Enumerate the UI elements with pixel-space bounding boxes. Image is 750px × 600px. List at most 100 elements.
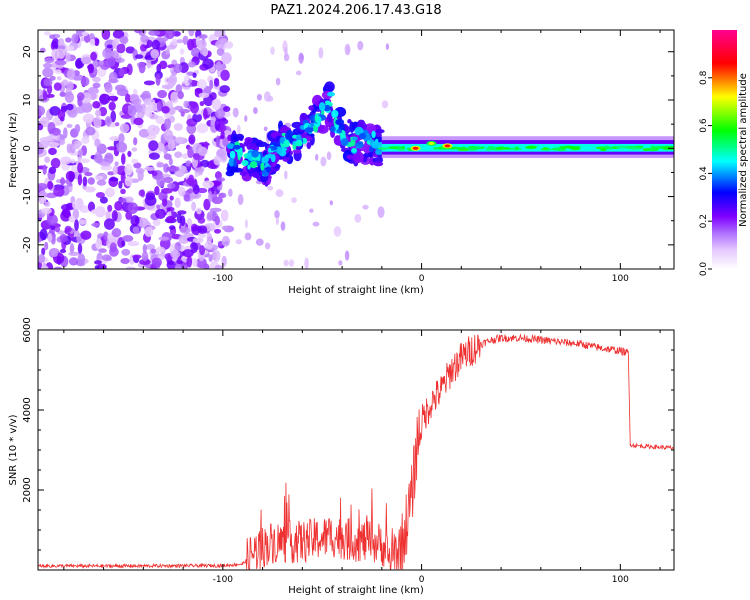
heatmap-cell	[60, 156, 72, 165]
heatmap-cell	[92, 82, 101, 89]
heatmap-cell	[124, 196, 134, 203]
heatmap-cell	[174, 263, 182, 269]
heatmap-cell	[109, 136, 121, 142]
heatmap-cell	[53, 82, 62, 91]
heatmap-cell	[141, 251, 149, 262]
heatmap-cell	[103, 231, 109, 241]
heatmap-cell	[196, 257, 207, 269]
heatmap-cell	[186, 255, 193, 268]
heatmap-cell	[208, 190, 213, 203]
heatmap-cell	[275, 77, 281, 86]
heatmap-cell	[304, 257, 309, 269]
heatmap-cell	[64, 91, 75, 103]
heatmap-cell	[87, 201, 96, 212]
spectrogram-y-label: Frequency (Hz)	[8, 112, 19, 188]
heatmap-cell	[551, 147, 564, 151]
heatmap-cell	[284, 170, 288, 180]
heatmap-cell	[150, 48, 160, 59]
heatmap-cell	[232, 107, 239, 118]
heatmap-cell	[208, 254, 213, 262]
heatmap-cell	[68, 257, 79, 266]
heatmap-cell	[216, 149, 225, 158]
heatmap-cell	[46, 83, 53, 95]
heatmap-cell	[372, 157, 384, 164]
snr-x-ticks: -100 0 100	[63, 330, 661, 585]
heatmap-cell	[239, 171, 247, 176]
heatmap-cell	[155, 208, 166, 219]
heatmap-cell	[90, 209, 103, 215]
heatmap-cell	[108, 101, 116, 111]
heatmap-cell	[295, 70, 302, 76]
heatmap-cell	[62, 208, 71, 219]
heatmap-cell	[62, 127, 68, 139]
heatmap-cell	[125, 266, 136, 269]
heatmap-cell	[236, 124, 241, 136]
heatmap-cell	[444, 144, 451, 148]
heatmap-cell	[134, 54, 144, 59]
heatmap-cell	[104, 152, 114, 164]
heatmap-cell	[101, 254, 112, 262]
heatmap-cell	[85, 126, 96, 136]
heatmap-cell	[161, 187, 173, 194]
heatmap-cell	[138, 128, 150, 138]
heatmap-cell	[186, 188, 195, 193]
heatmap-cell	[115, 57, 125, 63]
heatmap-cell	[77, 253, 86, 265]
heatmap-cell	[41, 207, 52, 215]
heatmap-cell	[165, 166, 177, 172]
heatmap-cell	[194, 172, 200, 178]
heatmap-cell	[642, 148, 650, 152]
heatmap-cell	[235, 239, 243, 245]
heatmap-cell	[46, 214, 58, 226]
heatmap-cell	[139, 44, 147, 52]
heatmap-cell	[133, 117, 144, 126]
heatmap-cell	[432, 147, 439, 150]
heatmap-cell	[168, 225, 176, 230]
heatmap-cell	[197, 217, 206, 224]
heatmap-cell	[362, 204, 369, 210]
heatmap-cell	[71, 33, 79, 44]
heatmap-cell	[229, 150, 236, 160]
heatmap-cell	[143, 80, 155, 86]
heatmap-cell	[47, 122, 56, 134]
heatmap-cell	[261, 156, 269, 164]
heatmap-cell	[138, 189, 145, 197]
heatmap-cell	[200, 159, 210, 168]
heatmap-cell	[244, 232, 252, 241]
y-tick-label: 10	[22, 94, 33, 107]
heatmap-cell	[221, 255, 227, 267]
heatmap-cell	[179, 215, 186, 227]
heatmap-cell	[105, 210, 111, 221]
heatmap-cell	[164, 117, 171, 130]
heatmap-cell	[48, 147, 57, 156]
heatmap-cell	[246, 138, 252, 150]
heatmap-cell	[315, 153, 319, 161]
heatmap-cell	[147, 124, 159, 136]
heatmap-cell	[44, 241, 49, 251]
heatmap-cell	[222, 136, 229, 147]
heatmap-cell	[186, 217, 193, 229]
heatmap-cell	[344, 250, 350, 261]
heatmap-cell	[60, 204, 72, 211]
heatmap-cell	[96, 179, 107, 186]
heatmap-cell	[120, 114, 132, 119]
heatmap-cell	[108, 71, 118, 84]
heatmap-cell	[68, 215, 76, 223]
heatmap-cell	[148, 152, 160, 160]
heatmap-cell	[312, 221, 320, 227]
heatmap-cell	[333, 226, 342, 237]
heatmap-cell	[133, 137, 138, 146]
heatmap-cell	[221, 235, 231, 247]
heatmap-cell	[268, 148, 272, 153]
x-tick-label: -100	[213, 575, 234, 585]
heatmap-cell	[131, 97, 142, 106]
heatmap-cell	[44, 201, 51, 207]
heatmap-cell	[267, 185, 274, 191]
heatmap-cell	[216, 177, 226, 182]
heatmap-cell	[114, 122, 120, 127]
heatmap-cell	[412, 146, 419, 150]
heatmap-cell	[122, 235, 134, 242]
heatmap-cell	[219, 85, 230, 94]
heatmap-cell	[119, 36, 129, 44]
